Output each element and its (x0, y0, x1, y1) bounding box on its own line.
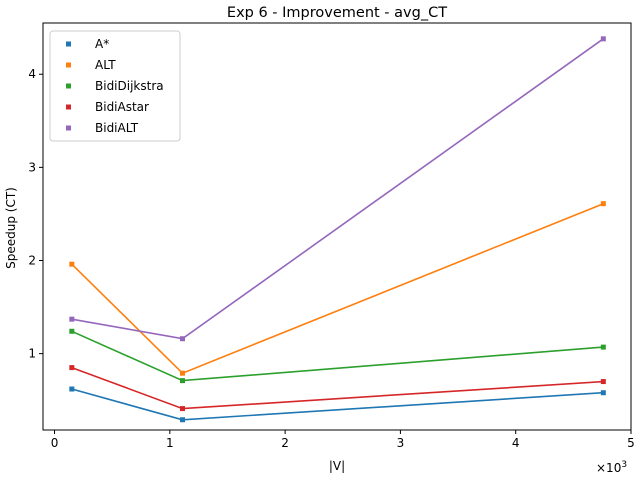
x-tick-label: 1 (166, 436, 174, 450)
legend: A* ALT BidiDijkstra BidiAstar BidiALT (49, 30, 181, 142)
x-tick-label: 2 (281, 436, 289, 450)
data-point-bidialt (180, 336, 186, 342)
legend-item-a: A* (66, 37, 109, 51)
legend-item-bidialt: BidiALT (66, 121, 139, 135)
legend-label: A* (95, 37, 109, 51)
legend-label: BidiAstar (95, 100, 149, 114)
data-point-bididijkstra (69, 328, 75, 334)
data-point-a (600, 390, 606, 396)
x-axis-label: |V| (329, 459, 345, 473)
series-bidialt (69, 36, 606, 342)
series-line-bididijkstra (71, 330, 604, 382)
legend-marker (66, 62, 71, 68)
y-tick-label: 4 (28, 67, 36, 81)
legend-item-bidiastar: BidiAstar (66, 100, 149, 114)
plot-frame (42, 22, 632, 431)
data-point-a (69, 386, 75, 392)
data-point-bidialt (600, 36, 606, 42)
series-line-a (71, 388, 604, 421)
series-bididijkstra (69, 328, 606, 384)
legend-frame (49, 30, 181, 142)
data-point-bididijkstra (600, 344, 606, 350)
data-point-alt (600, 201, 606, 207)
legend-label: BidiALT (95, 121, 139, 135)
data-point-alt (69, 261, 75, 267)
x-tick-label: 4 (512, 436, 520, 450)
series-line-bidiastar (71, 366, 604, 410)
legend-item-alt: ALT (66, 58, 116, 72)
x-axis-multiplier-base: ×10 (596, 461, 621, 475)
legend-marker (66, 104, 71, 110)
data-point-a (180, 417, 186, 423)
legend-label: BidiDijkstra (95, 79, 164, 93)
x-tick-label: 3 (397, 436, 405, 450)
legend-marker (66, 83, 71, 89)
legend-label: ALT (95, 58, 116, 72)
data-point-bididijkstra (180, 378, 186, 384)
legend-marker (66, 41, 71, 47)
data-point-bidiastar (180, 406, 186, 412)
y-axis-label: Speedup (CT) (4, 187, 18, 269)
y-tick-label: 1 (28, 347, 36, 361)
series-group (69, 36, 606, 423)
y-axis: 1 2 3 4 (28, 67, 43, 361)
x-axis-multiplier-exponent: 3 (621, 460, 627, 470)
data-point-bidiastar (69, 365, 75, 371)
y-tick-label: 3 (28, 160, 36, 174)
y-tick-label: 2 (28, 253, 36, 267)
data-point-alt (180, 370, 186, 376)
series-bidiastar (69, 365, 606, 412)
x-axis: 0 1 2 3 4 5 (51, 430, 635, 450)
series-a (69, 386, 606, 423)
x-axis-multiplier: ×103 (596, 460, 627, 475)
x-tick-label: 5 (627, 436, 635, 450)
plot-area (42, 22, 632, 431)
legend-marker (66, 125, 71, 131)
chart-title: Exp 6 - Improvement - avg_CT (227, 5, 447, 21)
data-point-bidialt (69, 316, 75, 322)
data-point-bidiastar (600, 379, 606, 385)
legend-item-bididijkstra: BidiDijkstra (66, 79, 164, 93)
series-alt (69, 201, 606, 376)
x-tick-label: 0 (51, 436, 59, 450)
